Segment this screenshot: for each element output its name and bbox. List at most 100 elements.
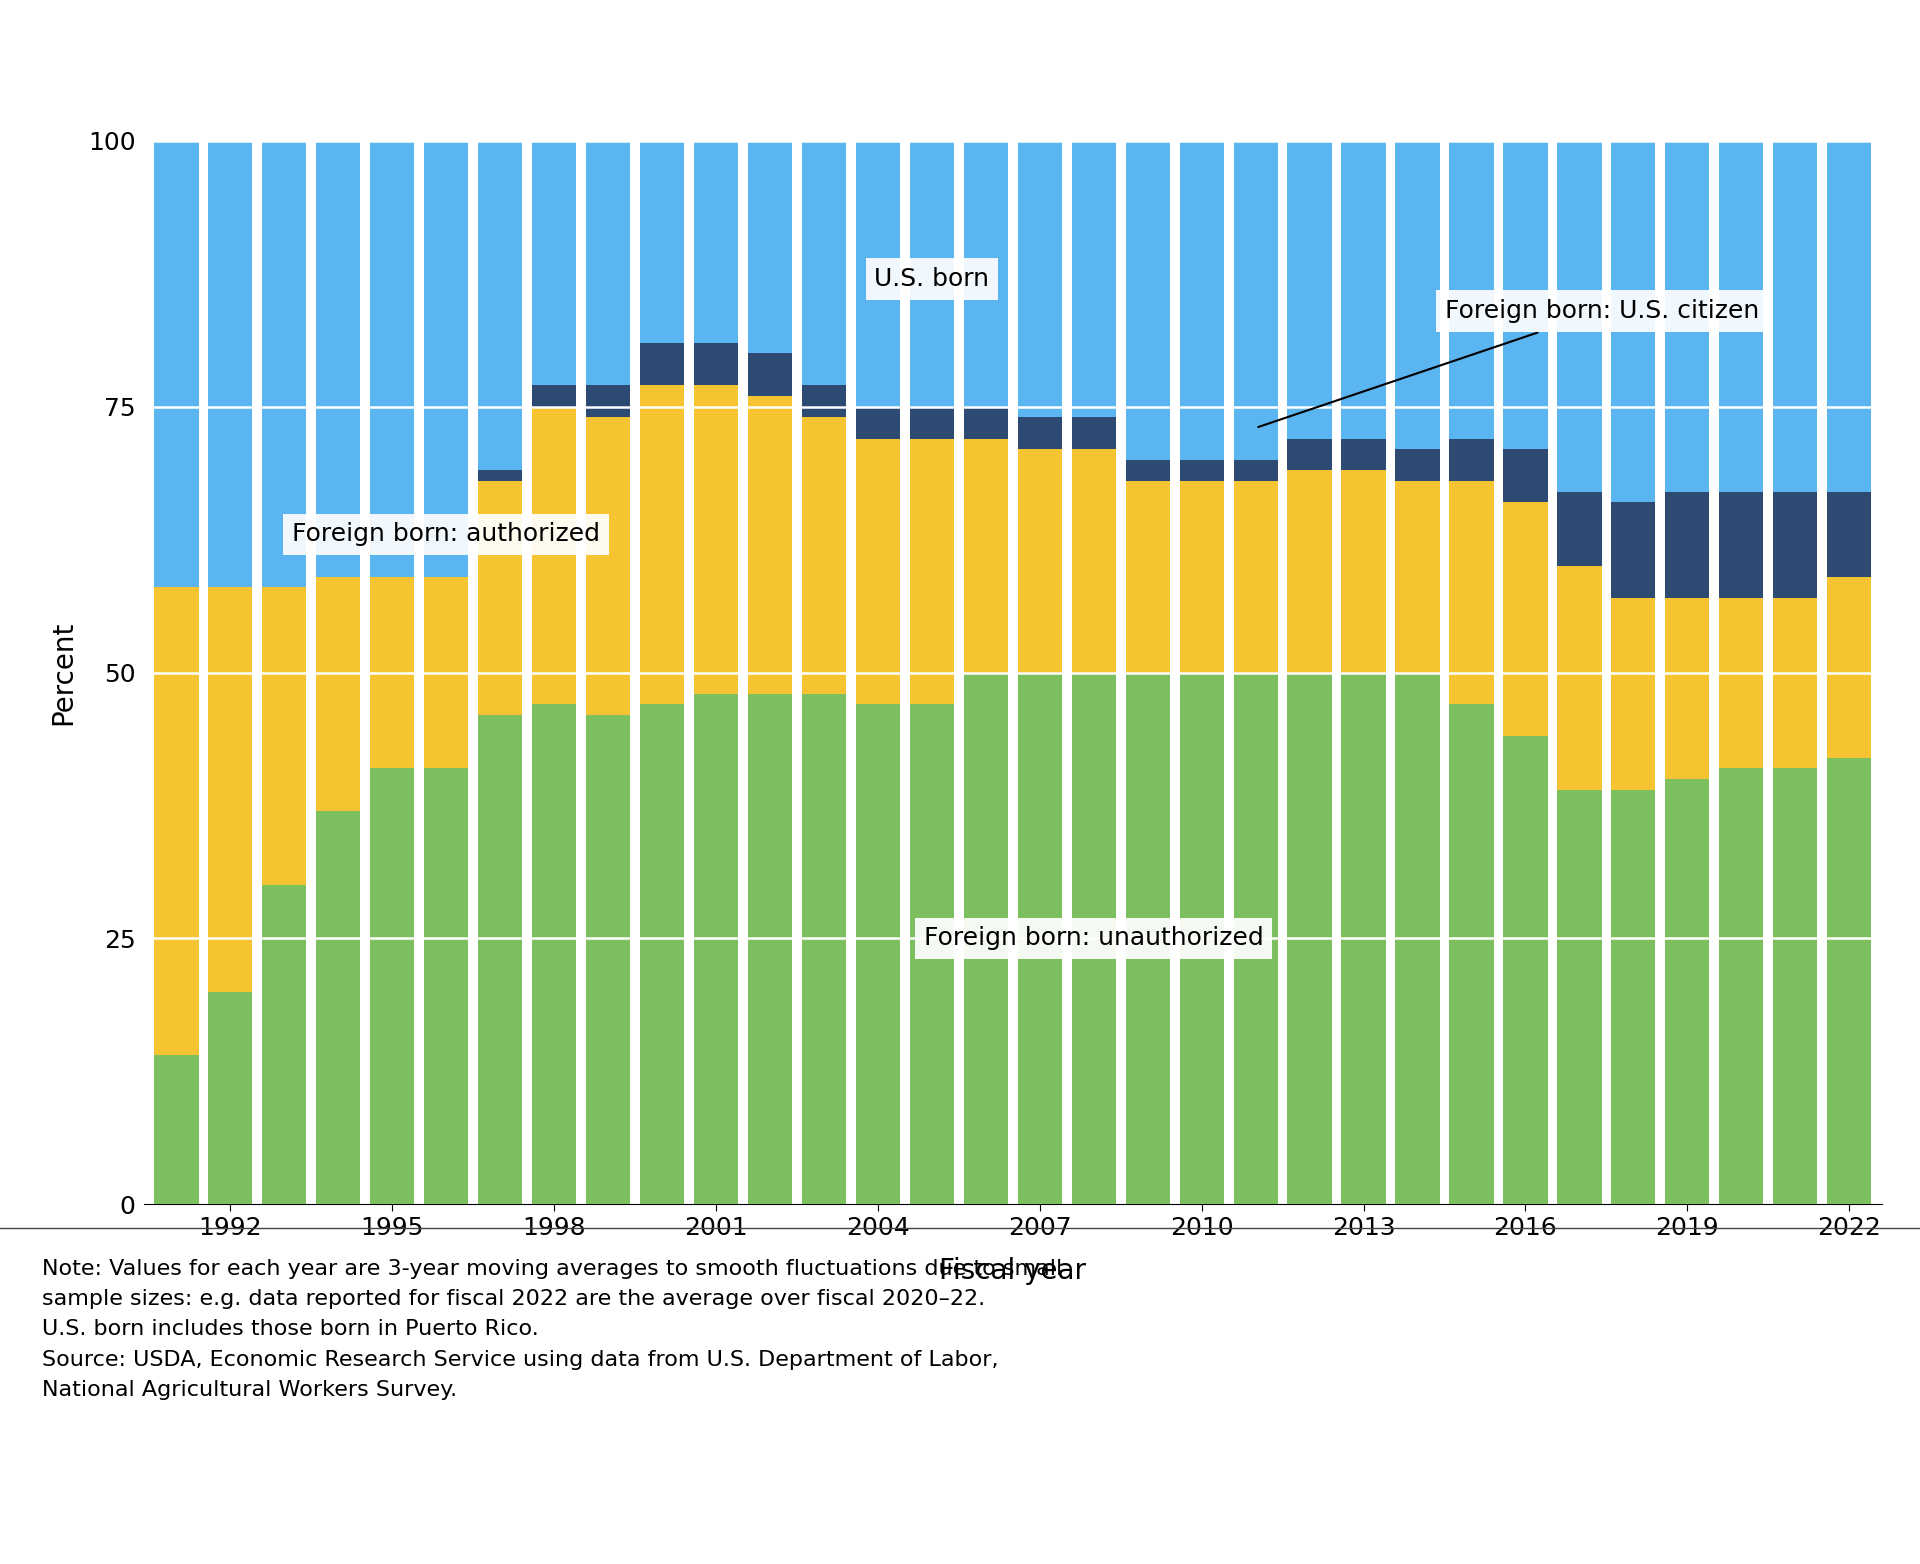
- Bar: [317, 577, 361, 810]
- Bar: [749, 353, 793, 396]
- Bar: [1718, 597, 1763, 768]
- Bar: [478, 482, 522, 715]
- Bar: [424, 768, 468, 1204]
- Bar: [1179, 141, 1223, 460]
- Bar: [1396, 449, 1440, 482]
- Bar: [1611, 597, 1655, 790]
- Bar: [1611, 502, 1655, 597]
- Bar: [1718, 141, 1763, 491]
- Bar: [1396, 482, 1440, 673]
- Bar: [1450, 438, 1494, 482]
- Bar: [1774, 768, 1818, 1204]
- Text: Foreign born: unauthorized: Foreign born: unauthorized: [924, 926, 1263, 951]
- Bar: [371, 141, 415, 577]
- Bar: [1071, 418, 1116, 449]
- Bar: [1018, 141, 1062, 418]
- Bar: [1179, 673, 1223, 1204]
- Bar: [1450, 141, 1494, 438]
- Bar: [1125, 141, 1169, 460]
- Bar: [693, 694, 737, 1204]
- Bar: [803, 141, 847, 385]
- Bar: [693, 343, 737, 385]
- Bar: [639, 343, 684, 385]
- Bar: [1288, 438, 1332, 471]
- Bar: [1179, 482, 1223, 673]
- Bar: [1503, 141, 1548, 449]
- Bar: [1774, 141, 1818, 491]
- Bar: [478, 715, 522, 1204]
- Text: Foreign born: U.S. citizen: Foreign born: U.S. citizen: [1258, 299, 1759, 427]
- Y-axis label: Percent: Percent: [48, 621, 77, 724]
- Bar: [532, 385, 576, 407]
- Bar: [1233, 460, 1277, 482]
- Text: Note: Values for each year are 3-year moving averages to smooth fluctuations due: Note: Values for each year are 3-year mo…: [42, 1259, 1062, 1400]
- Bar: [1396, 141, 1440, 449]
- Bar: [1557, 566, 1601, 790]
- Bar: [586, 418, 630, 715]
- Bar: [478, 141, 522, 471]
- Bar: [1774, 597, 1818, 768]
- Bar: [803, 385, 847, 418]
- Bar: [263, 885, 307, 1204]
- Bar: [1503, 502, 1548, 737]
- Bar: [424, 141, 468, 577]
- Bar: [263, 588, 307, 885]
- Bar: [154, 141, 198, 588]
- Bar: [532, 141, 576, 385]
- Bar: [1503, 449, 1548, 502]
- Bar: [1665, 491, 1709, 597]
- Bar: [803, 418, 847, 694]
- Bar: [1450, 704, 1494, 1204]
- Bar: [1342, 471, 1386, 673]
- Bar: [693, 385, 737, 694]
- Bar: [1179, 460, 1223, 482]
- Bar: [1342, 141, 1386, 438]
- Bar: [1828, 491, 1872, 577]
- Bar: [856, 141, 900, 407]
- X-axis label: Fiscal year: Fiscal year: [939, 1257, 1087, 1284]
- Text: Foreign born: authorized: Foreign born: authorized: [292, 522, 601, 546]
- Bar: [1125, 482, 1169, 673]
- Bar: [1557, 790, 1601, 1204]
- Bar: [964, 407, 1008, 438]
- Text: Legal status of hired crop farmworkers, fiscal 1991–2022: Legal status of hired crop farmworkers, …: [38, 34, 1377, 77]
- Bar: [910, 704, 954, 1204]
- Bar: [586, 141, 630, 385]
- Bar: [1125, 673, 1169, 1204]
- Bar: [1018, 449, 1062, 673]
- Bar: [532, 704, 576, 1204]
- Bar: [1611, 790, 1655, 1204]
- Bar: [749, 141, 793, 353]
- Bar: [964, 438, 1008, 673]
- Bar: [856, 704, 900, 1204]
- Text: U.S. born: U.S. born: [874, 267, 989, 291]
- Bar: [1071, 673, 1116, 1204]
- Bar: [964, 673, 1008, 1204]
- Bar: [154, 588, 198, 1056]
- Bar: [1071, 141, 1116, 418]
- Bar: [910, 141, 954, 407]
- Bar: [424, 577, 468, 768]
- Bar: [1233, 673, 1277, 1204]
- Bar: [1450, 482, 1494, 704]
- Bar: [263, 141, 307, 588]
- Bar: [639, 141, 684, 343]
- Bar: [207, 992, 252, 1204]
- Bar: [803, 694, 847, 1204]
- Bar: [749, 396, 793, 694]
- Bar: [1018, 673, 1062, 1204]
- Bar: [1342, 673, 1386, 1204]
- Bar: [1665, 597, 1709, 779]
- Bar: [1718, 768, 1763, 1204]
- Bar: [1665, 779, 1709, 1204]
- Bar: [1233, 141, 1277, 460]
- Bar: [856, 438, 900, 704]
- Bar: [1557, 491, 1601, 566]
- Bar: [1828, 141, 1872, 491]
- Bar: [1718, 491, 1763, 597]
- Bar: [964, 141, 1008, 407]
- Bar: [1288, 141, 1332, 438]
- Bar: [586, 715, 630, 1204]
- Bar: [154, 1056, 198, 1204]
- Bar: [207, 141, 252, 588]
